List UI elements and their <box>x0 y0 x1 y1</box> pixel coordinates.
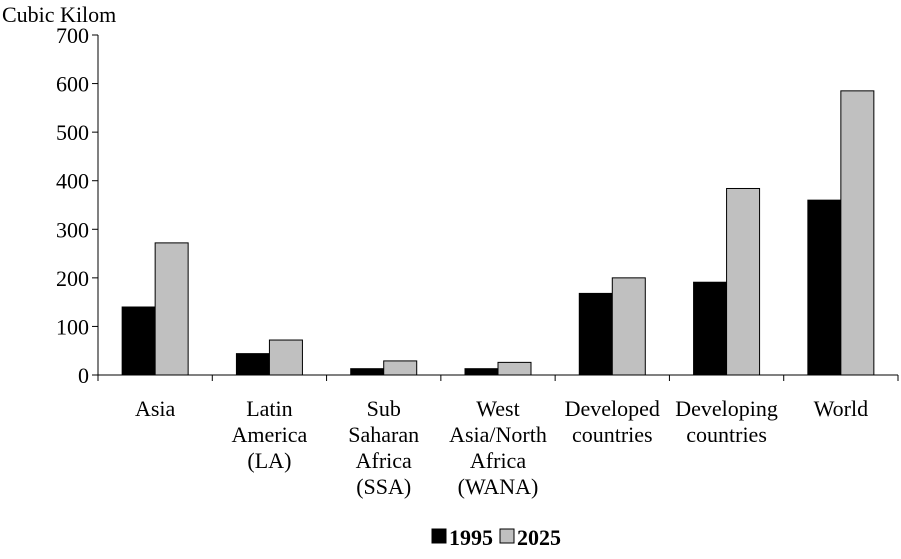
bar-2025-2 <box>383 360 418 376</box>
bar-2025-1 <box>268 339 303 376</box>
y-tick-label: 300 <box>56 217 89 242</box>
y-tick-label: 700 <box>56 23 89 48</box>
bar-1995-1 <box>235 353 270 376</box>
y-tick-label: 0 <box>78 363 89 388</box>
y-tick-label: 400 <box>56 169 89 194</box>
legend-label-2025: 2025 <box>517 525 561 550</box>
x-tick-label: West Asia/North Africa (WANA) <box>449 396 547 499</box>
bars-group <box>121 90 875 376</box>
x-tick-label: Developed countries <box>565 396 660 447</box>
bar-2025-3 <box>497 361 532 376</box>
bar-1995-6 <box>807 199 842 376</box>
y-axis-title: Cubic Kilom <box>2 2 116 27</box>
y-tick-label: 100 <box>56 314 89 339</box>
x-tick-label: Sub Saharan Africa (SSA) <box>348 396 419 499</box>
bar-2025-4 <box>611 277 646 376</box>
x-tick-label: Developing countries <box>675 396 778 447</box>
bar-2025-5 <box>726 187 761 376</box>
legend-label-1995: 1995 <box>449 525 493 550</box>
bar-1995-3 <box>464 368 499 376</box>
axes-group: 0 100 200 300 400 500 600 700 Asia Latin America (L… <box>56 23 899 499</box>
bar-1995-4 <box>578 292 613 376</box>
x-tick-label: Asia <box>135 396 176 421</box>
legend: 1995 2025 <box>431 525 561 550</box>
y-tick-label: 600 <box>56 72 89 97</box>
bar-2025-0 <box>154 242 189 376</box>
legend-swatch-2025 <box>499 528 515 544</box>
y-tick-label: 500 <box>56 120 89 145</box>
bar-1995-2 <box>350 368 385 376</box>
bar-1995-5 <box>693 281 728 376</box>
x-tick-label: Latin America (LA) <box>232 396 308 473</box>
legend-swatch-1995 <box>431 528 447 544</box>
x-tick-label: World <box>814 396 868 421</box>
bar-2025-6 <box>840 90 875 376</box>
y-tick-label: 200 <box>56 266 89 291</box>
bar-1995-0 <box>121 306 156 376</box>
